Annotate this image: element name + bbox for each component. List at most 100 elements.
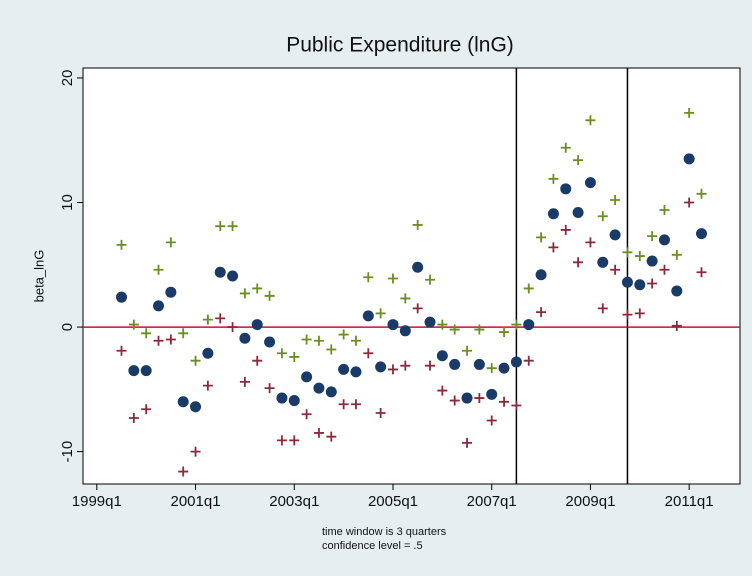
point	[313, 382, 325, 394]
y-tick-label: -10	[59, 441, 76, 463]
point	[585, 115, 596, 126]
y-axis-label: beta_lnG	[31, 250, 46, 303]
point	[547, 208, 559, 220]
x-tick-label: 2005q1	[368, 493, 418, 510]
point	[215, 221, 226, 232]
point	[597, 211, 608, 222]
point	[523, 319, 535, 331]
point	[646, 255, 658, 267]
note: confidence level = .5	[322, 540, 423, 552]
point	[202, 314, 213, 325]
point	[683, 153, 695, 165]
y-tick-label: 10	[59, 194, 76, 211]
point	[153, 300, 165, 312]
point	[313, 335, 324, 346]
point	[178, 466, 189, 477]
point	[338, 363, 350, 375]
point	[499, 327, 510, 338]
point	[375, 361, 387, 373]
point	[671, 249, 682, 260]
point	[116, 239, 127, 250]
point	[622, 309, 633, 320]
point	[572, 206, 584, 218]
point	[671, 285, 683, 297]
point	[141, 404, 152, 415]
point	[400, 360, 411, 371]
point	[190, 355, 201, 366]
point	[177, 396, 189, 408]
point	[387, 319, 399, 331]
point	[215, 313, 226, 324]
point	[461, 392, 473, 404]
point	[548, 173, 559, 184]
point	[511, 400, 522, 411]
point	[474, 393, 485, 404]
point	[289, 435, 300, 446]
point	[449, 358, 461, 370]
point	[486, 415, 497, 426]
point	[647, 231, 658, 242]
point	[696, 267, 707, 278]
point	[634, 251, 645, 262]
x-tick-label: 2003q1	[269, 493, 319, 510]
point	[412, 303, 423, 314]
point	[486, 363, 497, 374]
point	[535, 269, 547, 281]
point	[634, 279, 646, 291]
point	[548, 242, 559, 253]
point	[140, 365, 152, 377]
point	[350, 335, 361, 346]
point	[363, 272, 374, 283]
point	[313, 427, 324, 438]
point	[190, 401, 202, 413]
x-tick-label: 2009q1	[565, 493, 615, 510]
point	[276, 392, 288, 404]
point	[239, 332, 251, 344]
point	[190, 446, 201, 457]
point	[128, 412, 139, 423]
point	[165, 286, 177, 298]
point	[338, 399, 349, 410]
chart-title: Public Expenditure (lnG)	[286, 34, 514, 57]
point	[227, 221, 238, 232]
point	[252, 355, 263, 366]
point	[510, 356, 522, 368]
point	[325, 386, 337, 398]
point	[252, 283, 263, 294]
point	[276, 348, 287, 359]
point	[523, 283, 534, 294]
point	[536, 307, 547, 318]
point	[474, 324, 485, 335]
point	[289, 351, 300, 362]
point	[597, 256, 609, 268]
point	[622, 247, 633, 258]
point	[141, 328, 152, 339]
point	[695, 228, 707, 240]
point	[387, 364, 398, 375]
point	[462, 437, 473, 448]
point	[560, 142, 571, 153]
point	[153, 264, 164, 275]
point	[609, 229, 621, 241]
point	[116, 291, 128, 303]
point	[684, 197, 695, 208]
y-tick-label: 0	[59, 323, 76, 331]
point	[437, 319, 448, 330]
point	[116, 345, 127, 356]
x-tick-label: 2001q1	[171, 493, 221, 510]
point	[276, 435, 287, 446]
point	[610, 264, 621, 275]
point	[436, 350, 448, 362]
point	[696, 188, 707, 199]
x-tick-label: 1999q1	[72, 493, 122, 510]
point	[536, 232, 547, 243]
point	[214, 266, 226, 278]
point	[326, 344, 337, 355]
point	[560, 183, 572, 195]
point	[363, 348, 374, 359]
point	[473, 358, 485, 370]
point	[560, 224, 571, 235]
point	[399, 325, 411, 337]
